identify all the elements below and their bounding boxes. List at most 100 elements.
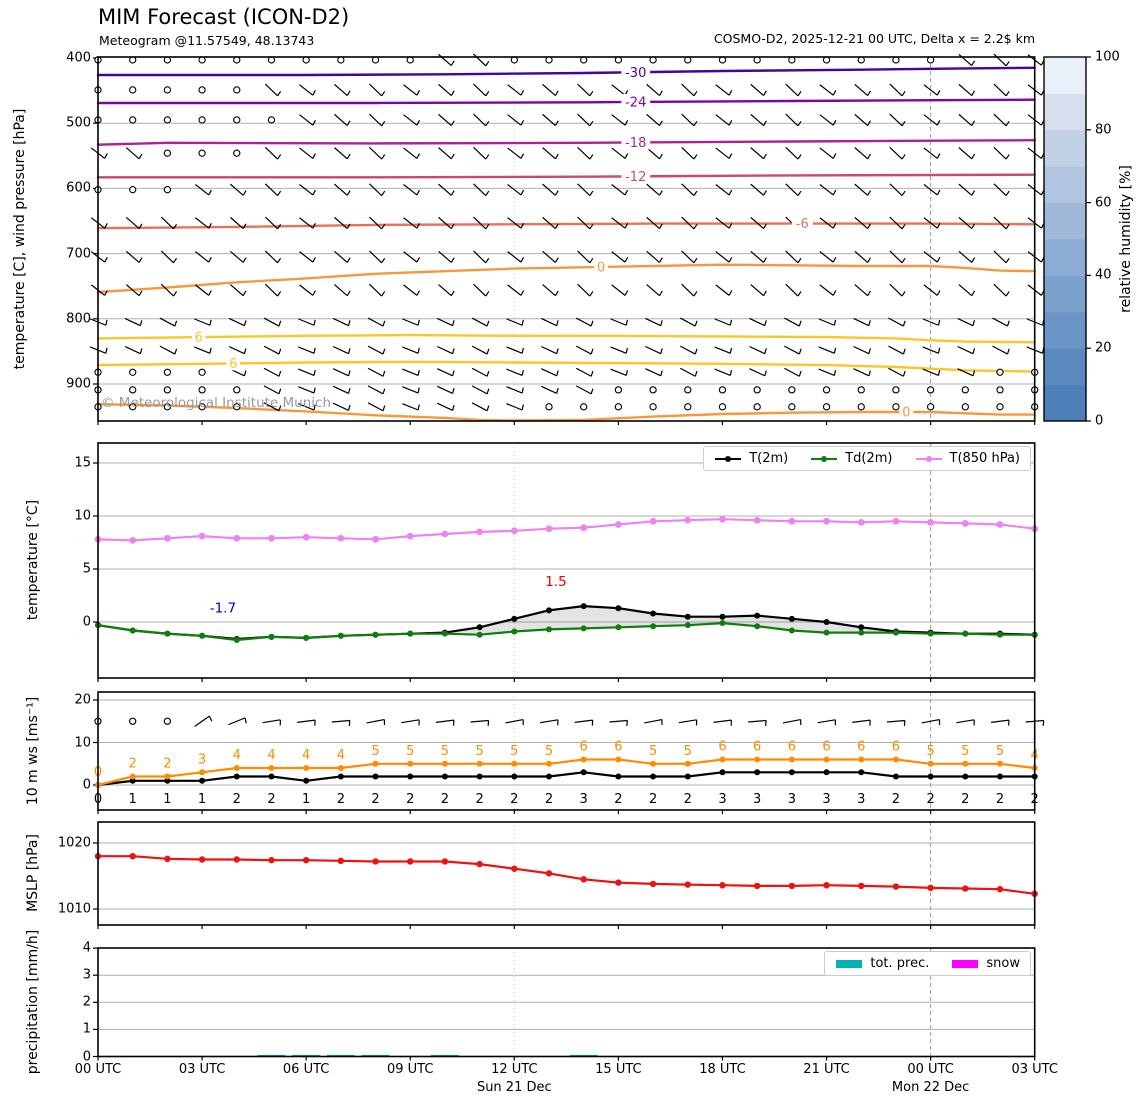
wind-barb: [854, 216, 869, 229]
wind-barb: [485, 154, 490, 160]
wind-barb: [577, 146, 591, 160]
series-marker: [719, 769, 726, 776]
series-marker: [927, 884, 934, 892]
calm-wind-circle: [857, 386, 865, 394]
wind-barb: [749, 368, 766, 377]
wind-barb: [832, 290, 837, 296]
wind-barb: [678, 719, 697, 724]
wind-barb: [194, 715, 210, 727]
wind-barb: [381, 190, 386, 196]
wind-barb: [993, 216, 1007, 230]
series-marker: [476, 624, 483, 631]
series-marker: [650, 623, 657, 630]
series-marker: [129, 777, 136, 784]
wind-barb: [209, 347, 212, 354]
gust-value-label: 5: [475, 744, 483, 759]
wind-barb: [297, 719, 316, 723]
wind-barb: [124, 345, 141, 355]
calm-wind-circle: [788, 403, 796, 411]
series-marker: [997, 760, 1004, 767]
series-marker: [719, 613, 726, 620]
page-title: MIM Forecast (ICON-D2): [98, 5, 350, 29]
series-marker: [788, 615, 795, 622]
wind-barb: [542, 83, 556, 96]
series-marker: [719, 882, 726, 889]
wind-barb: [417, 319, 420, 326]
series-marker: [129, 853, 136, 860]
calm-wind-circle: [996, 368, 1004, 376]
wind-barb: [229, 284, 244, 297]
calm-wind-circle: [996, 386, 1004, 394]
wind-barb: [521, 319, 524, 326]
temp-contour-line: [96, 403, 1036, 422]
wind-value-label: 2: [926, 792, 934, 807]
wind-barb: [332, 402, 349, 411]
wind-barb: [798, 370, 802, 377]
legend-item: snow: [951, 956, 1020, 971]
wind-barb: [403, 147, 418, 159]
x-tick-label: 09 UTC: [386, 1062, 434, 1077]
y-tick-label: 3: [82, 967, 91, 983]
wind-barb: [520, 290, 525, 296]
wind-barb: [438, 83, 452, 96]
wind-barb: [797, 90, 802, 97]
wind-barb: [195, 183, 210, 196]
wind-barb: [819, 183, 834, 196]
gust-value-label: 4: [337, 748, 345, 763]
wind-barb: [436, 385, 453, 395]
colorbar-tick-label: 40: [1095, 267, 1112, 283]
wind-barb: [521, 369, 524, 376]
wind-barb: [728, 256, 733, 263]
series-marker: [858, 624, 865, 631]
wind-barb: [715, 284, 730, 296]
wind-barb: [577, 113, 591, 127]
wind-barb: [923, 84, 938, 96]
wind-barb: [298, 318, 315, 326]
wind-barb: [750, 250, 764, 263]
gust-value-label: 6: [580, 740, 588, 755]
wind-barb: [402, 346, 419, 354]
axis-label-pressure: temperature [C], wind pressure [hPa]: [12, 108, 28, 370]
wind-barb: [139, 348, 143, 354]
wind-barb: [854, 147, 869, 160]
wind-barb: [262, 719, 281, 724]
wind-barb: [868, 348, 871, 354]
wind-value-label: 1: [163, 792, 171, 807]
wind-value-label: 2: [892, 792, 900, 807]
series-marker: [649, 880, 657, 888]
wind-barb: [715, 147, 730, 159]
wind-barb: [277, 291, 282, 297]
wind-barb: [506, 346, 523, 354]
contour-label: -18: [625, 136, 646, 151]
wind-barb: [958, 250, 973, 263]
series-marker: [546, 760, 553, 767]
colorbar-frame: [1043, 56, 1087, 422]
wind-barb: [264, 216, 278, 230]
wind-barb: [589, 154, 594, 160]
wind-barb: [244, 717, 247, 724]
series-mslp: [98, 855, 1035, 895]
wind-barb: [450, 257, 455, 263]
wind-barb: [277, 257, 282, 264]
wind-barb: [521, 404, 524, 411]
y-tick-label: 2: [82, 994, 91, 1010]
wind-barb: [1005, 291, 1010, 297]
wind-barb: [624, 223, 629, 229]
colorbar-tick-label: 0: [1095, 413, 1104, 429]
series-marker: [476, 860, 483, 868]
gust-value-label: 4: [233, 748, 241, 763]
wind-barb: [486, 348, 490, 355]
wind-barb: [473, 283, 487, 297]
wind-barb: [993, 283, 1007, 297]
wind-barb: [624, 120, 629, 126]
wind-barb: [575, 367, 592, 377]
wind-barb: [714, 368, 731, 377]
wind-barb: [403, 183, 418, 196]
wind-barb: [264, 83, 278, 97]
wind-barb: [901, 154, 906, 160]
series-marker: [407, 760, 414, 767]
series-marker: [406, 532, 414, 540]
wind-barb: [832, 153, 837, 159]
wind-barb: [556, 387, 559, 394]
